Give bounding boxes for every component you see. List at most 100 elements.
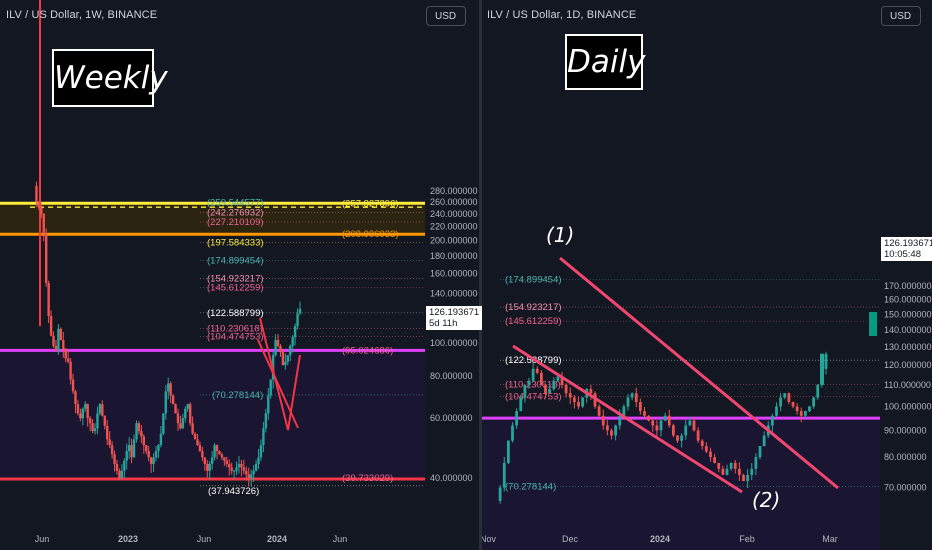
daily-candle-34 — [634, 393, 638, 402]
weekly-candle-98 — [274, 339, 277, 356]
daily-candle-73 — [795, 406, 799, 412]
daily-candle-8 — [527, 380, 531, 385]
right-currency-button[interactable]: USD — [881, 6, 921, 26]
weekly-candle-6 — [49, 316, 53, 336]
panel-divider — [479, 0, 482, 550]
daily-candle-41 — [663, 415, 667, 421]
daily-candle-16 — [560, 376, 564, 385]
weekly-candle-92 — [259, 445, 263, 458]
right-volume-marker — [869, 312, 877, 336]
weekly-wedge-lower — [257, 339, 299, 429]
weekly-candle-51 — [159, 433, 163, 446]
weekly-candle-10 — [59, 328, 63, 340]
daily-y-tick-4: 130.000000 — [884, 342, 932, 352]
weekly-candle-48 — [152, 457, 155, 464]
daily-candle-62 — [750, 468, 754, 475]
weekly-candle-40 — [132, 439, 136, 458]
weekly-candle-4 — [45, 233, 48, 284]
right-last-price-tag: 126.193671 10:05:48 — [881, 237, 932, 261]
daily-candle-70 — [783, 393, 787, 398]
weekly-candle-24 — [93, 428, 97, 432]
weekly-x-tick-3: 2024 — [267, 534, 287, 544]
daily-candle-13 — [548, 389, 552, 394]
daily-candle-76 — [808, 406, 811, 412]
weekly-candle-38 — [127, 445, 131, 452]
daily-candle-80 — [824, 353, 828, 369]
weekly-y-tick-4: 200.000000 — [430, 236, 478, 246]
daily-candle-54 — [717, 462, 721, 469]
weekly-candle-42 — [137, 423, 141, 432]
daily-candle-48 — [692, 420, 696, 431]
weekly-candle-62 — [186, 404, 189, 409]
weekly-wedge — [259, 317, 301, 431]
daily-y-tick-9: 80.000000 — [884, 452, 927, 462]
wave-2-label: (2) — [752, 488, 781, 512]
daily-last-candle — [820, 353, 824, 385]
daily-y-tick-2: 150.000000 — [884, 309, 932, 319]
weekly-candle-0 — [35, 185, 38, 203]
weekly-candle-50 — [157, 445, 160, 452]
weekly-candle-73 — [213, 445, 216, 458]
daily-y-tick-10: 70.000000 — [884, 483, 927, 493]
daily-candle-46 — [684, 425, 688, 436]
weekly-candle-22 — [88, 418, 92, 424]
daily-candle-38 — [651, 420, 655, 426]
weekly-fib-label-1: (257.827896) — [342, 198, 399, 209]
daily-y-tick-8: 90.000000 — [884, 425, 927, 435]
weekly-candle-30 — [108, 439, 111, 446]
daily-candle-21 — [581, 397, 585, 407]
weekly-x-tick-0: Jun — [35, 534, 50, 544]
weekly-fib-label-13: (70.278144) — [212, 390, 263, 401]
left-currency-button[interactable]: USD — [426, 6, 466, 26]
daily-candle-44 — [676, 435, 679, 441]
daily-fib-label-6: (70.278144) — [505, 482, 556, 493]
daily-y-tick-7: 100.000000 — [884, 401, 932, 411]
daily-y-tick-5: 120.000000 — [884, 360, 932, 370]
weekly-candle-21 — [86, 404, 89, 419]
weekly-candle-17 — [76, 404, 80, 414]
weekly-candle-41 — [135, 423, 138, 440]
daily-channel-upper — [559, 256, 839, 490]
daily-candle-11 — [539, 372, 543, 385]
weekly-y-tick-3: 220.000000 — [430, 222, 478, 232]
daily-x-tick-0: Nov — [480, 534, 497, 544]
daily-candle-27 — [605, 425, 609, 431]
weekly-candle-57 — [174, 404, 177, 414]
weekly-candle-99 — [276, 339, 280, 346]
weekly-candle-55 — [169, 383, 172, 396]
weekly-candle-34 — [118, 470, 121, 478]
weekly-y-tick-1: 260.000000 — [430, 197, 478, 207]
weekly-candle-71 — [208, 463, 211, 471]
daily-y-tick-6: 110.000000 — [884, 380, 931, 390]
daily-candle-31 — [622, 406, 626, 416]
weekly-candle-12 — [64, 348, 67, 359]
daily-y-tick-0: 170.000000 — [884, 281, 932, 291]
weekly-candle-15 — [71, 379, 75, 392]
daily-candle-64 — [758, 446, 762, 458]
weekly-candle-103 — [286, 355, 289, 362]
daily-candle-63 — [754, 457, 758, 469]
daily-candle-10 — [535, 368, 539, 373]
weekly-y-tick-5: 180.000000 — [430, 251, 478, 261]
weekly-y-tick-12: 40.000000 — [430, 473, 473, 483]
daily-candle-7 — [523, 384, 527, 398]
weekly-candle-26 — [98, 404, 102, 414]
weekly-fib-label-8: (145.612259) — [207, 282, 264, 293]
daily-candle-35 — [638, 401, 642, 412]
weekly-x-tick-1: 2023 — [118, 534, 138, 544]
weekly-candle-105 — [291, 337, 294, 346]
daily-candle-15 — [556, 376, 560, 381]
weekly-candle-63 — [188, 404, 192, 424]
daily-x-tick-2: 2024 — [650, 534, 670, 544]
daily-candle-71 — [787, 393, 791, 402]
daily-candle-42 — [667, 415, 671, 426]
daily-candle-12 — [544, 384, 547, 394]
weekly-x-tick-2: Jun — [197, 534, 212, 544]
weekly-y-tick-6: 160.000000 — [430, 269, 478, 279]
weekly-candle-72 — [210, 457, 214, 464]
daily-candle-29 — [614, 425, 618, 436]
weekly-fib-label-3: (227.210109) — [207, 217, 264, 228]
weekly-candle-27 — [101, 404, 104, 416]
weekly-candle-60 — [181, 418, 185, 429]
daily-x-tick-1: Dec — [562, 534, 579, 544]
